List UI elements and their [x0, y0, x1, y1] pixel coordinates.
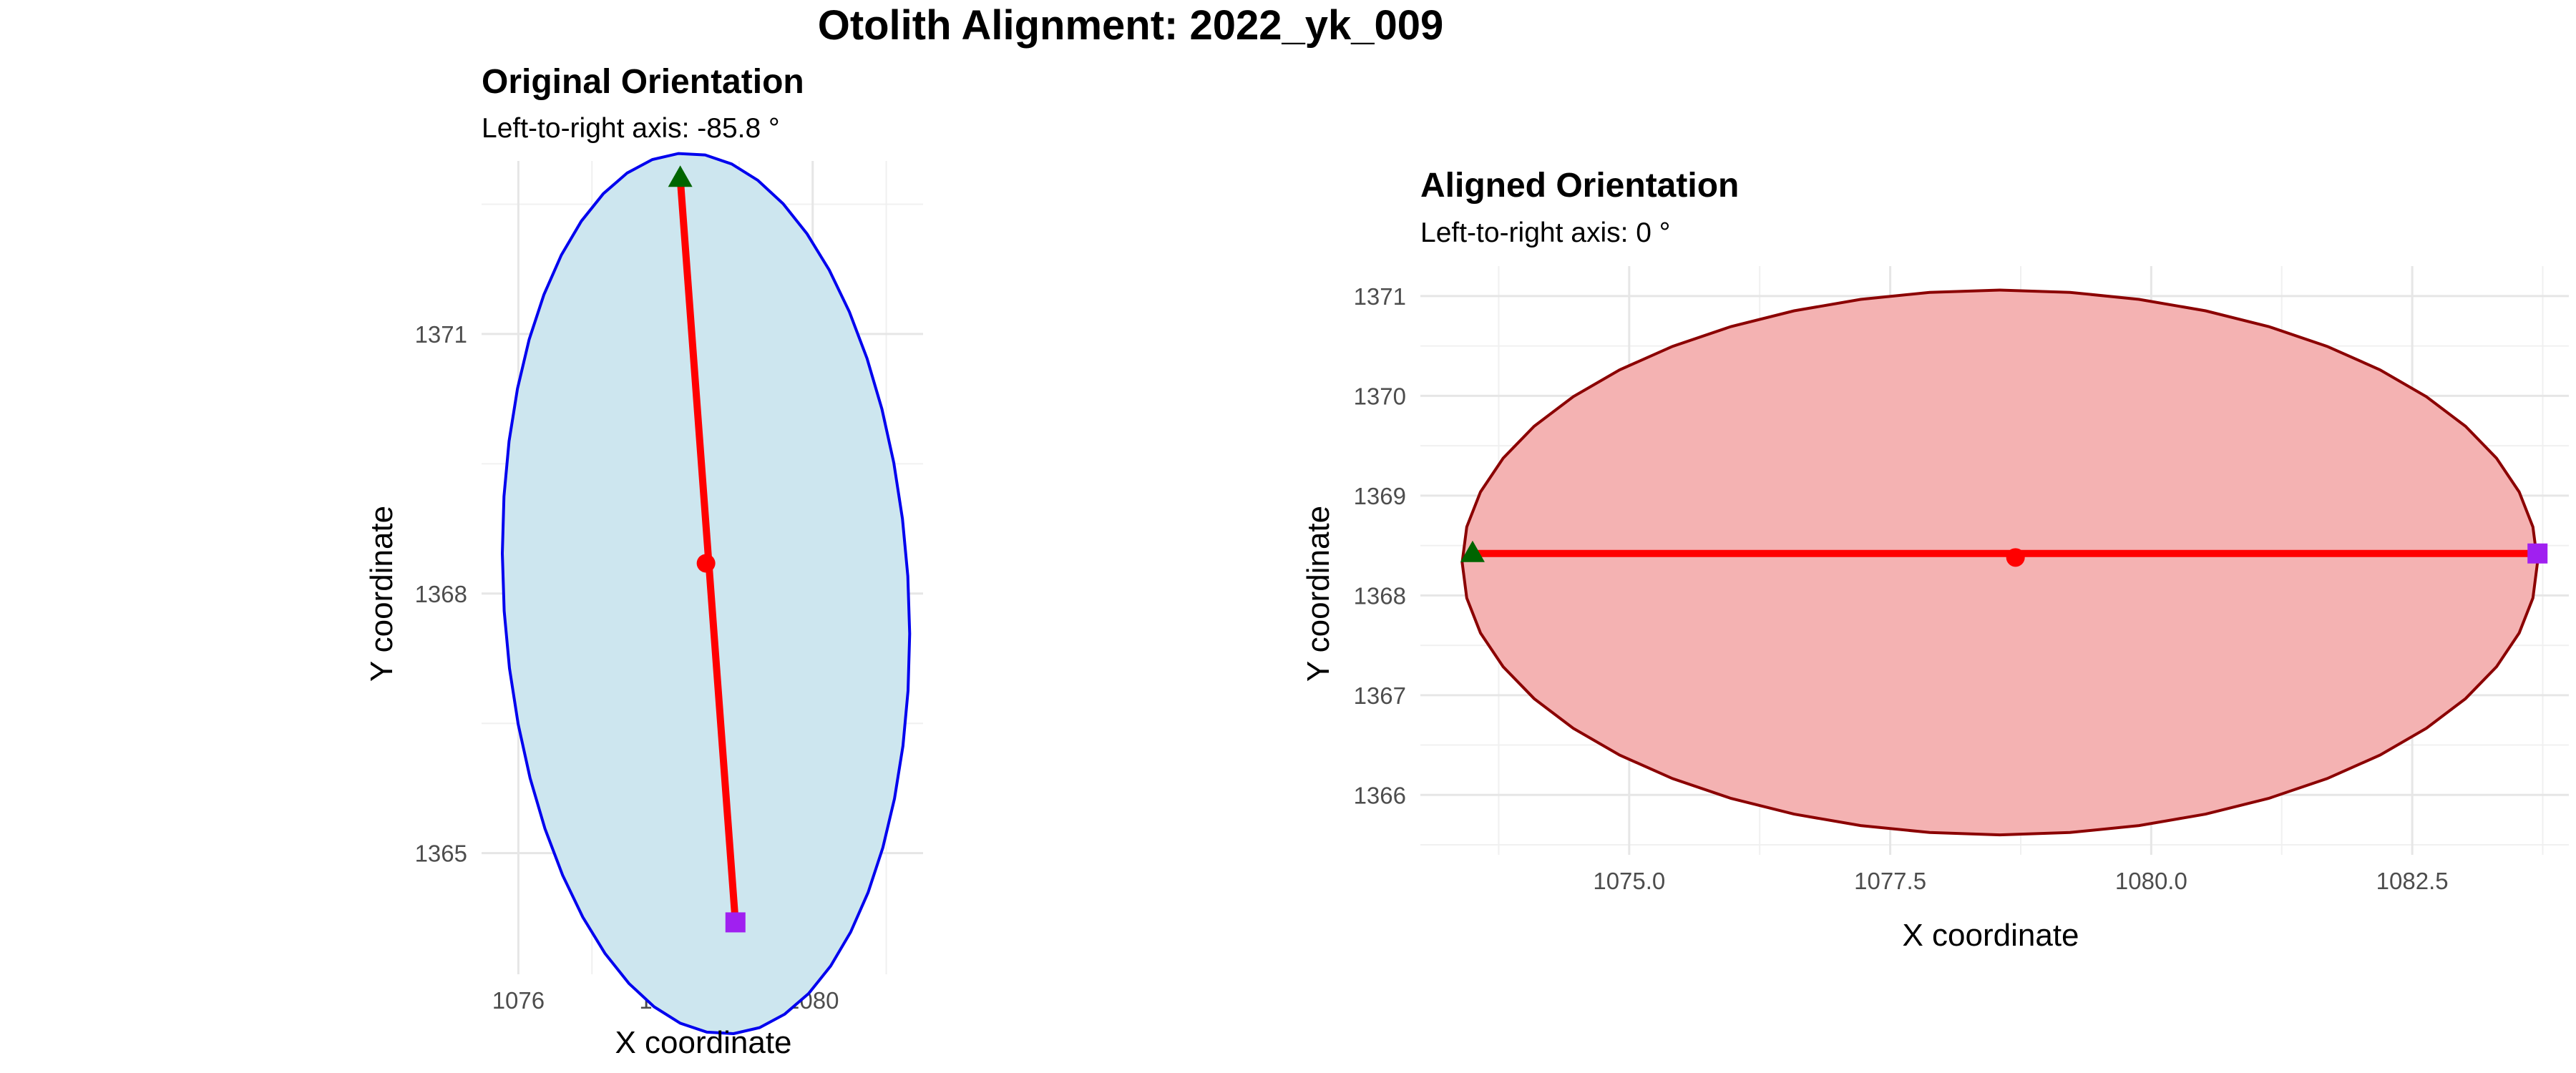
- panel-aligned-ylabel: Y coordinate: [1301, 506, 1336, 682]
- y-tick-label: 1366: [1354, 782, 1406, 808]
- panel-original-right-marker: [725, 912, 746, 933]
- figure-title: Otolith Alignment: 2022_yk_009: [818, 2, 1444, 49]
- y-tick-label: 1371: [1354, 283, 1406, 310]
- panel-original-subtitle: Left-to-right axis: -85.8 °: [482, 113, 780, 144]
- panel-aligned-xlabel: X coordinate: [1902, 918, 2079, 953]
- panel-original-title: Original Orientation: [482, 63, 804, 101]
- y-tick-label: 1367: [1354, 682, 1406, 709]
- y-tick-label: 1365: [415, 841, 467, 867]
- panel-aligned-center-point: [2006, 548, 2025, 567]
- x-tick-label: 1077.5: [1854, 868, 1926, 894]
- y-tick-label: 1368: [1354, 582, 1406, 609]
- panel-aligned-ticks: 1075.0 1077.5 1080.0 1082.5 1366 1367 1368 1369…: [1354, 283, 2449, 894]
- panel-aligned-subtitle: Left-to-right axis: 0 °: [1420, 217, 1670, 248]
- panel-original: Original Orientation Left-to-right axis:…: [364, 63, 923, 1060]
- x-tick-label: 1075.0: [1593, 868, 1665, 894]
- y-tick-label: 1369: [1354, 483, 1406, 509]
- panel-original-center-point: [696, 554, 716, 573]
- panel-aligned-left-marker: [1460, 540, 1485, 562]
- panel-aligned-title: Aligned Orientation: [1420, 167, 1739, 205]
- panel-aligned-right-marker: [2527, 543, 2548, 564]
- y-tick-label: 1368: [415, 581, 467, 607]
- x-tick-label: 1076: [492, 987, 545, 1014]
- x-tick-label: 1082.5: [2376, 868, 2449, 894]
- panel-original-xlabel: X coordinate: [615, 1025, 791, 1060]
- x-tick-label: 1080.0: [2115, 868, 2187, 894]
- panel-original-axis-line: [676, 177, 739, 923]
- panel-original-left-marker: [668, 165, 693, 187]
- panel-aligned: Aligned Orientation Left-to-right axis: …: [1301, 167, 2569, 953]
- panel-original-ylabel: Y coordinate: [364, 506, 399, 682]
- panel-original-otolith-outline: [500, 152, 912, 1036]
- y-tick-label: 1370: [1354, 383, 1406, 409]
- y-tick-label: 1371: [415, 321, 467, 348]
- panel-aligned-otolith-outline: [1460, 288, 2540, 837]
